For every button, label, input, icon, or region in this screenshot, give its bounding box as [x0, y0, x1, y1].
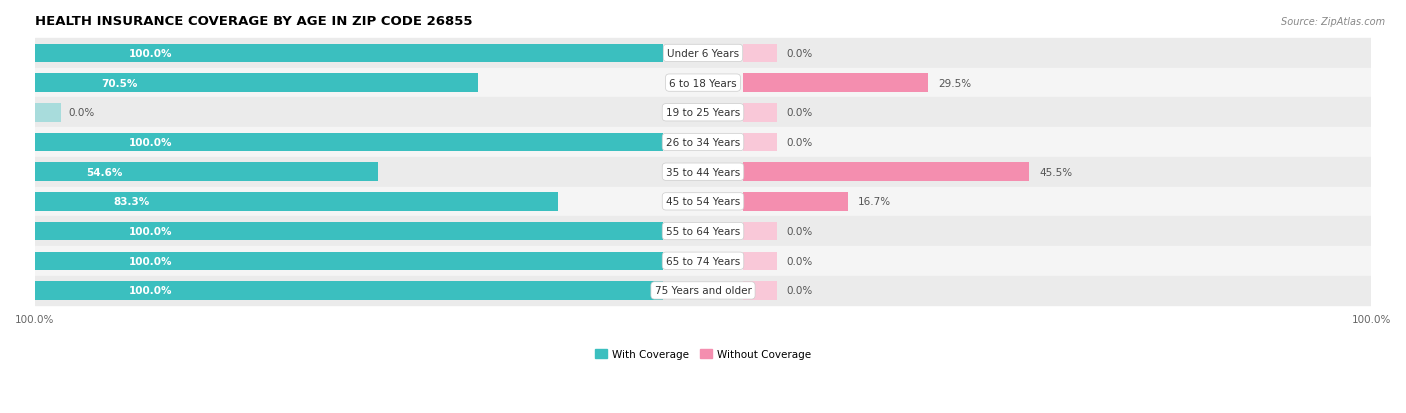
Bar	[35, 104, 62, 122]
Text: 70.5%: 70.5%	[101, 78, 138, 88]
Bar	[35, 252, 662, 270]
Bar	[744, 133, 776, 152]
Text: Under 6 Years: Under 6 Years	[666, 49, 740, 59]
Text: 0.0%: 0.0%	[786, 286, 813, 296]
Text: 100.0%: 100.0%	[129, 226, 173, 237]
Bar	[744, 193, 848, 211]
Bar	[744, 163, 1029, 181]
Text: 83.3%: 83.3%	[112, 197, 149, 207]
Bar	[744, 45, 776, 63]
Text: HEALTH INSURANCE COVERAGE BY AGE IN ZIP CODE 26855: HEALTH INSURANCE COVERAGE BY AGE IN ZIP …	[35, 15, 472, 28]
Text: 0.0%: 0.0%	[67, 108, 94, 118]
Bar	[35, 157, 1371, 187]
Bar	[35, 246, 1371, 276]
Bar	[35, 282, 662, 300]
Bar	[35, 128, 1371, 157]
Text: 45 to 54 Years: 45 to 54 Years	[666, 197, 740, 207]
Text: 19 to 25 Years: 19 to 25 Years	[666, 108, 740, 118]
Bar	[35, 276, 1371, 306]
Text: 0.0%: 0.0%	[786, 256, 813, 266]
Text: 0.0%: 0.0%	[786, 108, 813, 118]
Bar	[35, 74, 478, 93]
Text: 100.0%: 100.0%	[129, 286, 173, 296]
Text: 6 to 18 Years: 6 to 18 Years	[669, 78, 737, 88]
Bar	[35, 187, 1371, 217]
Text: 65 to 74 Years: 65 to 74 Years	[666, 256, 740, 266]
Bar	[744, 252, 776, 270]
Legend: With Coverage, Without Coverage: With Coverage, Without Coverage	[591, 345, 815, 363]
Text: 75 Years and older: 75 Years and older	[655, 286, 751, 296]
Bar	[35, 217, 1371, 246]
Bar	[35, 193, 558, 211]
Text: 35 to 44 Years: 35 to 44 Years	[666, 167, 740, 177]
Text: 16.7%: 16.7%	[858, 197, 891, 207]
Text: 0.0%: 0.0%	[786, 49, 813, 59]
Bar	[35, 222, 662, 241]
Text: 100.0%: 100.0%	[129, 138, 173, 147]
Text: Source: ZipAtlas.com: Source: ZipAtlas.com	[1281, 17, 1385, 26]
Bar	[35, 133, 662, 152]
Text: 0.0%: 0.0%	[786, 138, 813, 147]
Bar	[35, 45, 662, 63]
Bar	[35, 98, 1371, 128]
Text: 54.6%: 54.6%	[86, 167, 122, 177]
Text: 55 to 64 Years: 55 to 64 Years	[666, 226, 740, 237]
Bar	[35, 69, 1371, 98]
Bar	[35, 163, 378, 181]
Text: 100.0%: 100.0%	[129, 49, 173, 59]
Bar	[744, 222, 776, 241]
Text: 45.5%: 45.5%	[1039, 167, 1073, 177]
Text: 100.0%: 100.0%	[129, 256, 173, 266]
Text: 0.0%: 0.0%	[786, 226, 813, 237]
Bar	[744, 104, 776, 122]
Bar	[744, 282, 776, 300]
Text: 29.5%: 29.5%	[938, 78, 972, 88]
Bar	[744, 74, 928, 93]
Bar	[35, 39, 1371, 69]
Text: 26 to 34 Years: 26 to 34 Years	[666, 138, 740, 147]
